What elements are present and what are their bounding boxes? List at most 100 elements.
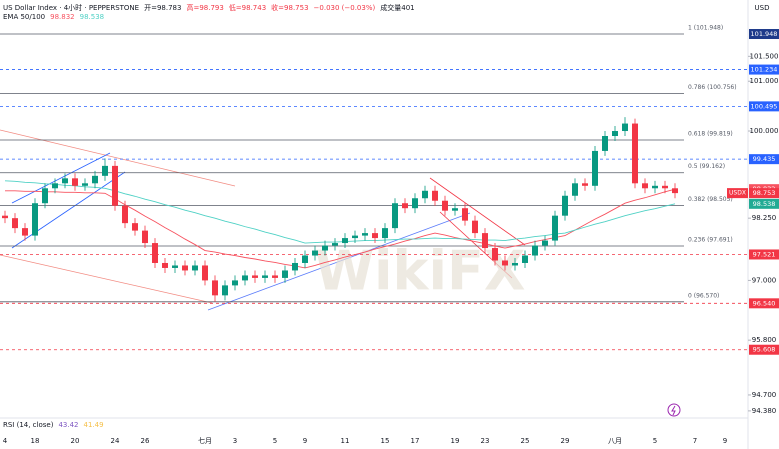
candle-body	[312, 250, 318, 256]
candle-body	[302, 255, 308, 263]
rsi-value: 41.49	[83, 421, 104, 429]
x-tick-label: 八月	[608, 437, 622, 445]
price-label-box	[749, 101, 779, 112]
candle-body	[92, 175, 98, 184]
x-tick-label: 9	[723, 437, 727, 445]
candle-body	[592, 150, 598, 186]
y-tick-label: 95.800	[752, 336, 777, 344]
price-label-box	[749, 188, 779, 199]
candle-body	[372, 233, 378, 239]
candle-body	[472, 220, 478, 234]
candle-body	[572, 183, 578, 196]
x-tick-label: 3	[233, 437, 237, 445]
trend-line	[11, 171, 126, 249]
x-tick-label: 25	[521, 437, 530, 445]
candle-body	[112, 165, 118, 206]
candle-body	[502, 260, 508, 266]
candle-body	[252, 275, 258, 278]
candle-body	[422, 190, 428, 199]
rsi-legend: RSI (14, close) 43.42 41.49	[3, 421, 114, 429]
candle-body	[432, 190, 438, 201]
candle-body	[132, 223, 138, 231]
candle-body	[42, 188, 48, 204]
ema-value: 98.538	[79, 13, 105, 21]
y-tick-label: 94.700	[752, 391, 777, 399]
fib-label: 0.236 (97.691)	[688, 236, 733, 243]
candle-body	[462, 208, 468, 221]
candle-body	[392, 203, 398, 229]
x-tick-label: 19	[451, 437, 460, 445]
x-tick-label: 29	[561, 437, 570, 445]
candle-body	[2, 215, 8, 219]
price-label-box	[749, 198, 779, 209]
candle-body	[482, 233, 488, 249]
candle-body	[522, 255, 528, 263]
price-label: 97.521	[753, 250, 776, 258]
price-label-box	[749, 154, 779, 165]
candle-body	[232, 280, 238, 286]
candle-body	[72, 178, 78, 186]
ohlc-value: 开=98.783	[144, 4, 182, 12]
candle-body	[192, 265, 198, 271]
ema-value: 98.832	[50, 13, 75, 21]
x-tick-label: 18	[31, 437, 40, 445]
x-tick-label: 20	[71, 437, 80, 445]
rsi-label: RSI (14, close)	[3, 421, 54, 429]
y-tick-label: 100.000	[750, 127, 779, 135]
symbol-title: US Dollar Index · 4小时 · PEPPERSTONE	[3, 4, 140, 12]
alert-icon-bolt	[671, 405, 676, 416]
ohlc-value: −0.030 (−0.03%)	[313, 4, 376, 12]
x-tick-label: 24	[111, 437, 120, 445]
candle-body	[442, 200, 448, 211]
candle-body	[362, 233, 368, 236]
drawings	[0, 129, 526, 311]
x-tick-label: 26	[141, 437, 150, 445]
candle-body	[322, 245, 328, 251]
price-label: 101.234	[751, 66, 778, 74]
trend-line	[11, 152, 111, 204]
candle-body	[412, 198, 418, 209]
candle-body	[292, 262, 298, 271]
x-tick-label: 5	[653, 437, 657, 445]
candle-body	[492, 248, 498, 261]
candle-body	[242, 275, 248, 281]
watermark: WikiFX	[314, 240, 525, 303]
fib-label: 0.786 (100.756)	[688, 84, 737, 91]
price-label-box	[749, 29, 779, 40]
symbol-tag: USDX	[729, 190, 746, 197]
price-label-box	[749, 249, 779, 260]
alert-icon[interactable]	[667, 403, 681, 417]
candle-body	[612, 131, 618, 136]
ohlc-value: 低=98.743	[228, 4, 267, 12]
price-label-box	[749, 64, 779, 75]
ohlc-value: 高=98.793	[186, 4, 224, 12]
candle-body	[342, 238, 348, 244]
candle-body	[382, 228, 388, 239]
price-label: 98.753	[753, 189, 776, 197]
ema-legend: EMA 50/100 98.832 98.538	[3, 13, 114, 21]
trend-line	[0, 254, 213, 304]
x-tick-label: 17	[411, 437, 420, 445]
currency: USD	[755, 4, 770, 12]
ohlc-value: 收=98.753	[271, 4, 309, 12]
trend-line	[0, 129, 236, 187]
symbol-tag-box	[727, 188, 748, 199]
candle-body	[542, 240, 548, 246]
candle-body	[152, 243, 158, 263]
price-label: 95.608	[753, 346, 776, 354]
ema-values: 98.832 98.538	[50, 13, 109, 21]
x-tick-label: 15	[381, 437, 390, 445]
candle-body	[282, 270, 288, 278]
price-label: 96.540	[753, 299, 776, 307]
price-label: 99.435	[753, 155, 776, 163]
candle-body	[532, 245, 538, 256]
fib-label: 1 (101.948)	[688, 25, 723, 32]
price-label: 100.495	[751, 102, 778, 110]
candle-body	[212, 280, 218, 296]
x-tick-label: 七月	[198, 436, 212, 445]
candle-body	[662, 185, 668, 189]
y-tick-label: 101.500	[750, 52, 779, 60]
candle-body	[22, 228, 28, 236]
